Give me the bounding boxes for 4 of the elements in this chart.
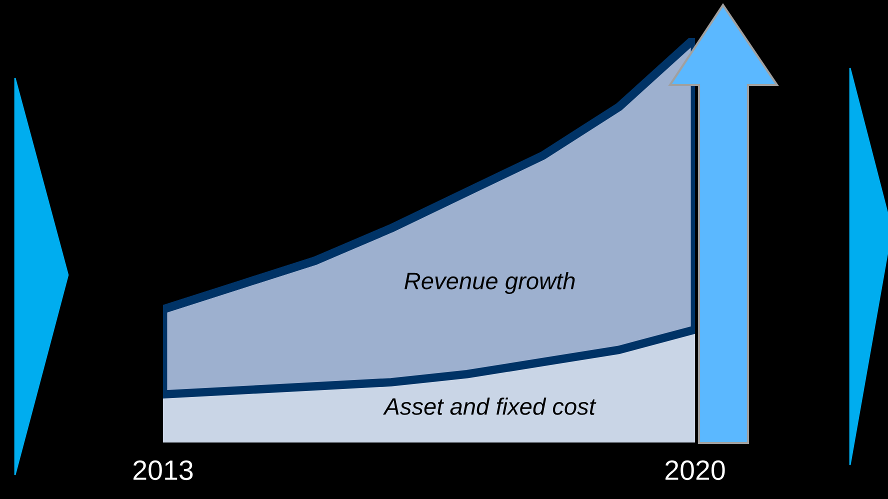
series-label: Revenue growth bbox=[404, 272, 575, 294]
x-tick-label: 2020 bbox=[666, 460, 725, 480]
series-label: Asset and fixed cost bbox=[382, 398, 596, 415]
x-tick-label: 2013 bbox=[134, 460, 193, 480]
